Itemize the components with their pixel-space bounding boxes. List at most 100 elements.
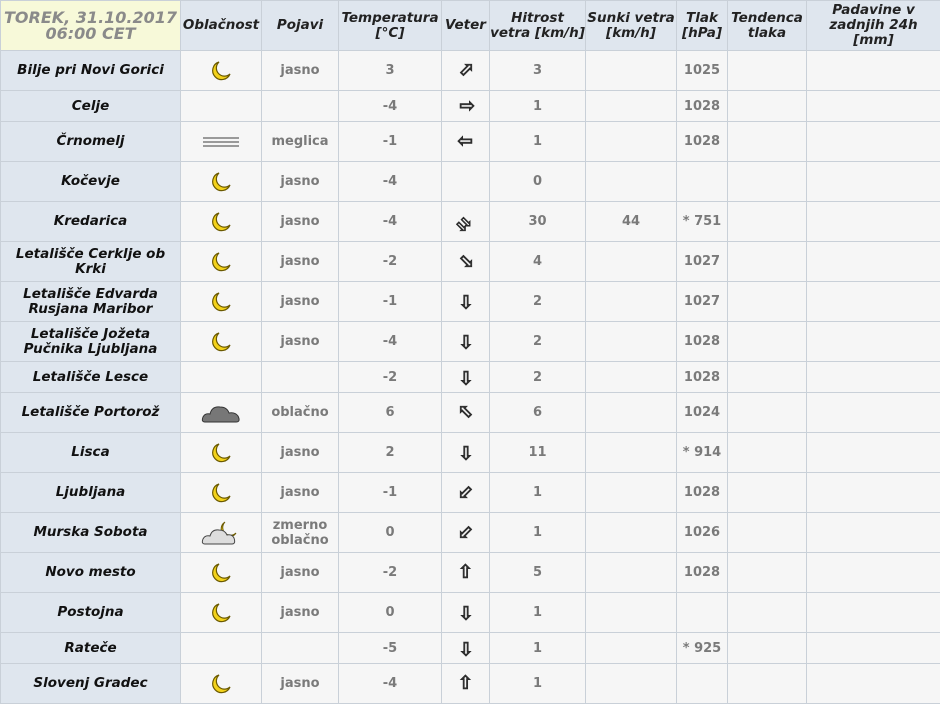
wind-speed-cell: 5 [490,553,586,593]
moon-icon [181,60,261,82]
wind-cell: ⇧ [442,664,490,704]
wind-speed-cell: 3 [490,51,586,91]
fog-icon [181,135,261,149]
moon-icon [181,482,261,504]
wind-speed-cell: 1 [490,664,586,704]
wind-speed-cell: 1 [490,91,586,122]
temperature-cell: 0 [339,593,442,633]
pressure-tendency-cell [728,202,807,242]
cloud-icon [181,402,261,424]
temperature-cell: -4 [339,664,442,704]
pressure-tendency-cell [728,242,807,282]
wind-gust-cell [586,362,677,393]
col-header: Temperatura [°C] [339,1,442,51]
time: 06:00 CET [1,26,180,42]
wind-cell: ⇧ [442,553,490,593]
pressure-tendency-cell [728,593,807,633]
station-name: Črnomelj [1,122,181,162]
pressure-tendency-cell [728,633,807,664]
moon-icon [181,171,261,193]
cloudiness-cell [181,473,262,513]
wind-speed-cell: 11 [490,433,586,473]
precipitation-cell [807,242,940,282]
wind-gust-cell [586,433,677,473]
wind-gust-cell [586,282,677,322]
wind-arrow-icon: ⇧ [458,674,474,692]
precipitation-cell [807,202,940,242]
precipitation-cell [807,473,940,513]
wind-arrow-icon: ⇧ [456,98,474,114]
wind-cell: ⇧ [442,51,490,91]
phenomena-cell: jasno [262,433,339,473]
pressure-cell: 1025 [677,51,728,91]
pressure-cell: * 925 [677,633,728,664]
pressure-cell: 1028 [677,473,728,513]
wind-cell: ⇧ [442,362,490,393]
cloudiness-cell [181,282,262,322]
precipitation-cell [807,393,940,433]
moon-icon [181,251,261,273]
precipitation-cell [807,362,940,393]
precipitation-cell [807,91,940,122]
wind-cell: ⇧ [442,513,490,553]
station-name: Bilje pri Novi Gorici [1,51,181,91]
pressure-cell [677,162,728,202]
temperature-cell: -2 [339,362,442,393]
pressure-tendency-cell [728,122,807,162]
cloudiness-cell [181,322,262,362]
wind-arrow-icon: ⇧ [458,563,474,581]
pressure-tendency-cell [728,473,807,513]
pressure-cell: 1028 [677,91,728,122]
col-header: Pojavi [262,1,339,51]
wind-arrow-icon: ⇧ [456,133,474,149]
pressure-cell: 1026 [677,513,728,553]
station-name: Rateče [1,633,181,664]
cloudiness-cell [181,513,262,553]
partly-cloudy-night-icon [181,520,261,546]
col-header: Tlak [hPa] [677,1,728,51]
cloudiness-cell [181,122,262,162]
wind-speed-cell: 2 [490,282,586,322]
phenomena-cell: jasno [262,162,339,202]
cloudiness-cell [181,91,262,122]
wind-arrow-icon: ⇧ [453,520,477,544]
pressure-tendency-cell [728,362,807,393]
pressure-cell: * 914 [677,433,728,473]
col-header: Veter [442,1,490,51]
wind-speed-cell: 1 [490,513,586,553]
precipitation-cell [807,322,940,362]
phenomena-cell: jasno [262,51,339,91]
phenomena-cell: zmerno oblačno [262,513,339,553]
pressure-cell: * 751 [677,202,728,242]
phenomena-cell: jasno [262,242,339,282]
wind-gust-cell [586,513,677,553]
precipitation-cell [807,513,940,553]
cloudiness-cell [181,362,262,393]
cloudiness-cell [181,593,262,633]
wind-gust-cell [586,91,677,122]
wind-gust-cell [586,664,677,704]
cloudiness-cell [181,633,262,664]
pressure-tendency-cell [728,282,807,322]
wind-cell: ⇧ [442,393,490,433]
pressure-cell: 1027 [677,282,728,322]
temperature-cell: -1 [339,282,442,322]
station-name: Celje [1,91,181,122]
wind-gust-cell [586,242,677,282]
wind-speed-cell: 1 [490,473,586,513]
wind-arrow-icon: ⇧ [458,292,474,310]
temperature-cell: -4 [339,202,442,242]
wind-speed-cell: 2 [490,362,586,393]
cloudiness-cell [181,433,262,473]
wind-speed-cell: 1 [490,593,586,633]
moon-icon [181,291,261,313]
cloudiness-cell [181,393,262,433]
cloudiness-cell [181,553,262,593]
